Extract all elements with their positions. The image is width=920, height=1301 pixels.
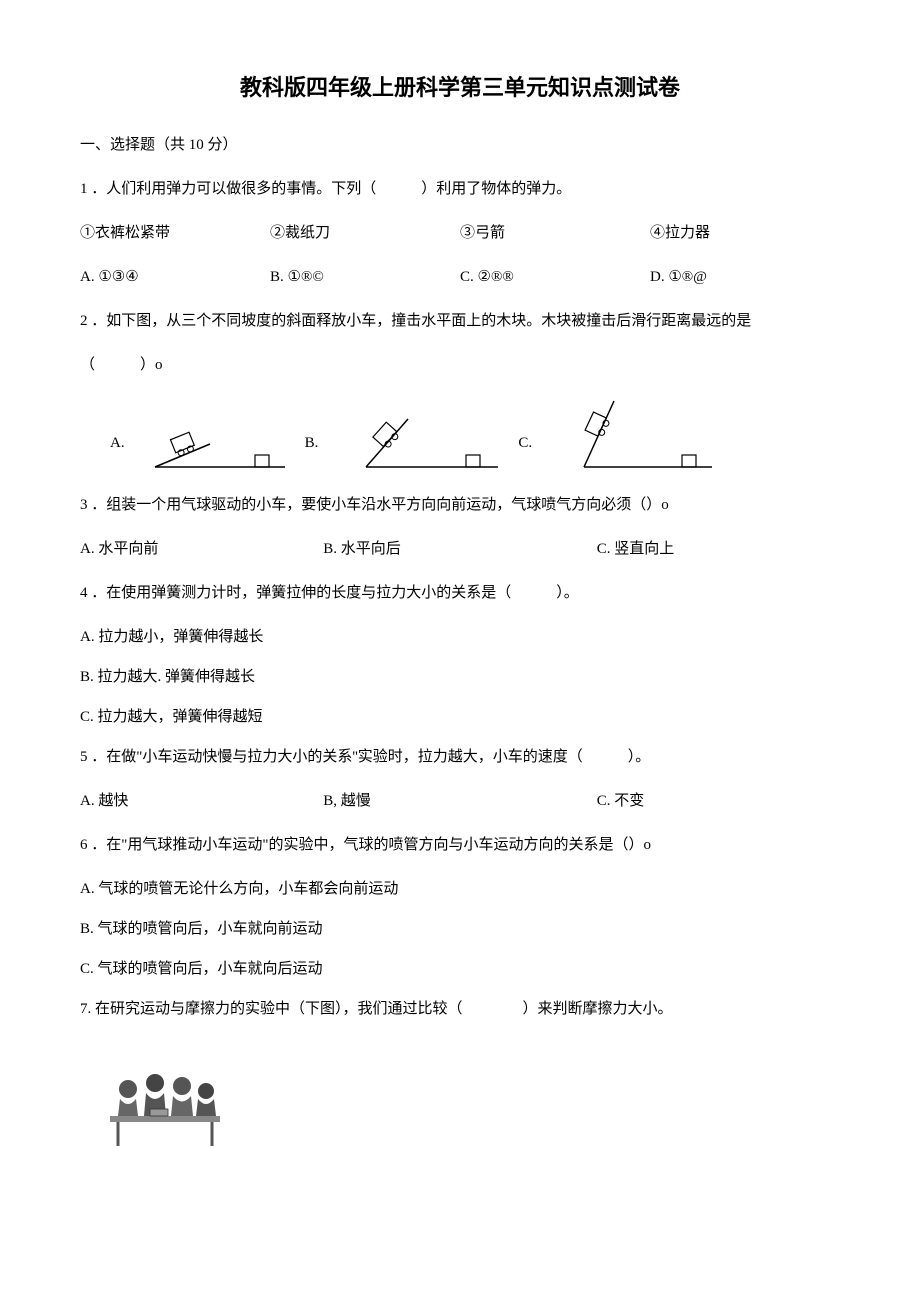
q1-opt-c: C. ②®® xyxy=(460,265,650,289)
ramp-diagram-c-icon xyxy=(542,397,712,469)
diagram-a: A. xyxy=(110,419,285,469)
people-desk-icon xyxy=(100,1061,230,1151)
q5-opt-c: C. 不变 xyxy=(597,789,840,813)
question-1-options: A. ①③④ B. ①®© C. ②®® D. ①®@ xyxy=(80,265,840,289)
q1-opt-a: A. ①③④ xyxy=(80,265,270,289)
question-2-text: 2 ．如下图，从三个不同坡度的斜面释放小车，撞击水平面上的木块。木块被撞击后滑行… xyxy=(80,309,840,333)
q1-opt-b: B. ①®© xyxy=(270,265,460,289)
diagram-c: C. xyxy=(518,397,712,469)
question-7-text: 7. 在研究运动与摩擦力的实验中（下图），我们通过比较（ ）来判断摩擦力大小。 xyxy=(80,997,840,1021)
question-2-text2: （ ）o xyxy=(80,353,840,377)
question-3-text: 3 ．组装一个用气球驱动的小车，要使小车沿水平方向向前运动，气球喷气方向必须（）… xyxy=(80,493,840,517)
experiment-illustration xyxy=(100,1061,840,1159)
question-5-text: 5 ．在做"小车运动快慢与拉力大小的关系''实验时，拉力越大，小车的速度（ ）。 xyxy=(80,745,840,769)
q3-opt-a: A. 水平向前 xyxy=(80,537,323,561)
question-2-diagrams: A. B. C. xyxy=(110,397,840,469)
question-1-items: ①衣裤松紧带 ②裁纸刀 ③弓箭 ④拉力器 xyxy=(80,221,840,245)
diagram-c-label: C. xyxy=(518,431,532,455)
diagram-b: B. xyxy=(305,409,499,469)
q6-opt-b: B. 气球的喷管向后，小车就向前运动 xyxy=(80,917,840,941)
q1-opt-d: D. ①®@ xyxy=(650,265,840,289)
q4-opt-c: C. 拉力越大，弹簧伸得越短 xyxy=(80,705,840,729)
ramp-diagram-b-icon xyxy=(328,409,498,469)
q3-opt-c: C. 竖直向上 xyxy=(597,537,840,561)
ramp-diagram-a-icon xyxy=(135,419,285,469)
question-6-text: 6 ．在"用气球推动小车运动"的实验中，气球的喷管方向与小车运动方向的关系是（）… xyxy=(80,833,840,857)
q5-opt-b: B, 越慢 xyxy=(323,789,597,813)
section-1-header: 一、选择题（共 10 分） xyxy=(80,133,840,157)
page-title: 教科版四年级上册科学第三单元知识点测试卷 xyxy=(80,70,840,105)
diagram-a-label: A. xyxy=(110,431,125,455)
q6-opt-c: C. 气球的喷管向后，小车就向后运动 xyxy=(80,957,840,981)
q3-opt-b: B. 水平向后 xyxy=(323,537,597,561)
q5-opt-a: A. 越快 xyxy=(80,789,323,813)
q1-item-3: ③弓箭 xyxy=(460,221,650,245)
q1-item-1: ①衣裤松紧带 xyxy=(80,221,270,245)
question-5-options: A. 越快 B, 越慢 C. 不变 xyxy=(80,789,840,813)
q4-opt-a: A. 拉力越小，弹簧伸得越长 xyxy=(80,625,840,649)
diagram-b-label: B. xyxy=(305,431,319,455)
question-4-text: 4 ．在使用弹簧测力计时，弹簧拉伸的长度与拉力大小的关系是（ ）。 xyxy=(80,581,840,605)
q1-item-4: ④拉力器 xyxy=(650,221,840,245)
q1-item-2: ②裁纸刀 xyxy=(270,221,460,245)
q4-opt-b: B. 拉力越大. 弹簧伸得越长 xyxy=(80,665,840,689)
q6-opt-a: A. 气球的喷管无论什么方向，小车都会向前运动 xyxy=(80,877,840,901)
question-1-text: 1 ．人们利用弹力可以做很多的事情。下列（ ）利用了物体的弹力。 xyxy=(80,177,840,201)
question-3-options: A. 水平向前 B. 水平向后 C. 竖直向上 xyxy=(80,537,840,561)
